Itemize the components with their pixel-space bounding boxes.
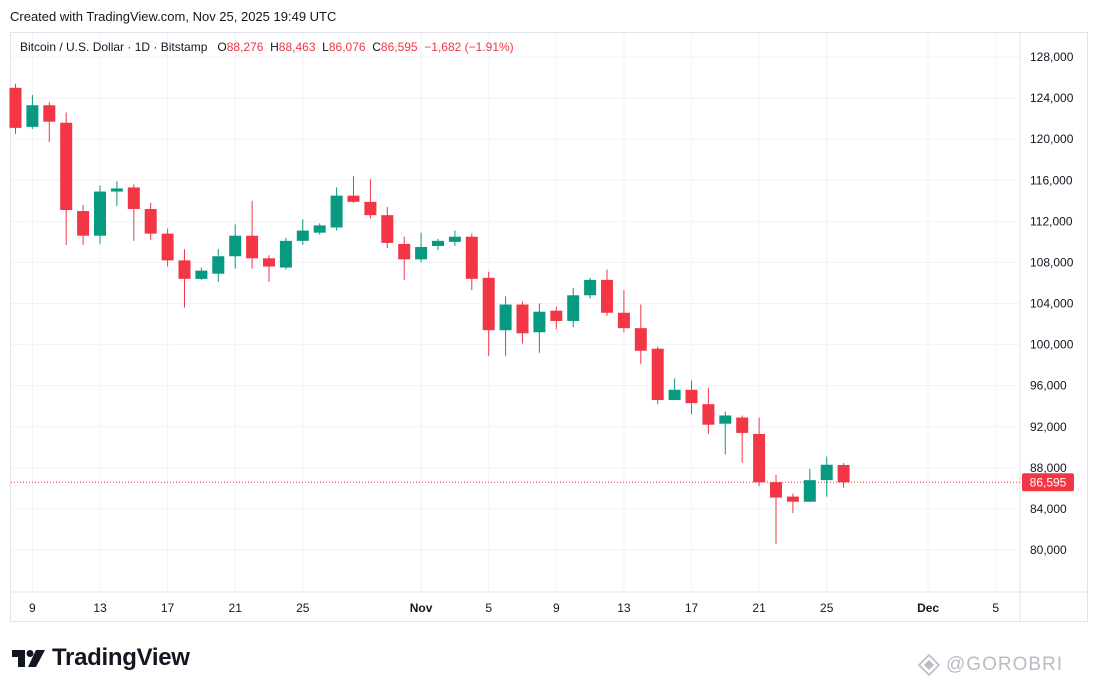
symbol-title[interactable]: Bitcoin / U.S. Dollar · 1D · Bitstamp: [20, 40, 208, 54]
candle-body: [837, 464, 850, 483]
candle-body: [212, 256, 225, 274]
y-tick-label: 104,000: [1030, 297, 1074, 311]
y-tick-label: 124,000: [1030, 91, 1074, 105]
tradingview-logo-icon: [12, 650, 45, 667]
y-tick-label: 116,000: [1030, 173, 1073, 187]
candle-body: [668, 389, 681, 401]
x-tick-label: 21: [229, 601, 243, 615]
diamond-logo-icon: [918, 654, 940, 676]
y-tick-label: 88,000: [1030, 461, 1067, 475]
candle-body: [246, 235, 259, 259]
last-price-tag: [1022, 473, 1074, 492]
candle-body: [567, 295, 580, 321]
candle-body: [803, 480, 816, 502]
open-value: 88,276: [226, 40, 264, 54]
candle-body: [584, 279, 597, 296]
candle-body: [330, 195, 343, 228]
brand-name: TradingView: [52, 644, 190, 671]
y-tick-label: 120,000: [1030, 132, 1074, 146]
x-tick-label: 13: [617, 601, 631, 615]
high-value: 88,463: [278, 40, 316, 54]
candle-body: [94, 191, 106, 236]
x-tick-label: Dec: [917, 601, 939, 615]
y-tick-label: 96,000: [1030, 379, 1067, 393]
y-tick-label: 92,000: [1030, 420, 1067, 434]
candle-body: [9, 87, 22, 128]
candle-body: [601, 279, 613, 313]
chart-legend: Bitcoin / U.S. Dollar · 1D · Bitstamp O8…: [20, 40, 514, 54]
x-tick-label: 21: [752, 601, 766, 615]
candle-body: [786, 496, 799, 502]
chart-frame: [10, 32, 1088, 622]
candle-body: [617, 312, 630, 329]
x-tick-label: 5: [992, 601, 999, 615]
candle-body: [702, 404, 715, 425]
y-tick-label: 108,000: [1030, 255, 1074, 269]
candle-body: [381, 215, 394, 243]
candle-body: [820, 464, 833, 481]
candle-body: [313, 225, 326, 233]
candle-body: [26, 105, 39, 127]
candle-body: [415, 247, 428, 260]
x-tick-label: 5: [485, 601, 492, 615]
candle-body: [634, 328, 647, 351]
candle-body: [448, 236, 461, 242]
x-tick-label: 25: [820, 601, 834, 615]
candle-body: [43, 105, 56, 122]
x-tick-label: 17: [685, 601, 699, 615]
candle-body: [195, 270, 208, 279]
candle-body: [144, 209, 157, 234]
candle-body: [347, 195, 360, 202]
candle-body: [499, 304, 512, 331]
low-label: L: [322, 40, 329, 54]
y-tick-label: 100,000: [1030, 338, 1074, 352]
tradingview-brand[interactable]: TradingView: [12, 644, 190, 672]
x-tick-label: 9: [553, 601, 560, 615]
candle-body: [516, 304, 529, 334]
candle-body: [229, 235, 242, 257]
created-caption: Created with TradingView.com, Nov 25, 20…: [10, 9, 337, 24]
candle-body: [263, 258, 275, 267]
watermark: @GOROBRI: [918, 654, 1063, 676]
candle-body: [465, 236, 478, 279]
candle-body: [533, 311, 546, 333]
y-tick-label: 128,000: [1030, 50, 1074, 64]
candle-body: [550, 310, 563, 321]
last-price-tag-text: 86,595: [1030, 475, 1067, 489]
x-tick-label: 25: [296, 601, 310, 615]
x-tick-label: Nov: [410, 601, 433, 615]
candle-body: [651, 348, 664, 401]
candle-body: [482, 277, 495, 331]
close-value: 86,595: [380, 40, 418, 54]
candle-body: [296, 230, 309, 241]
high-label: H: [270, 40, 279, 54]
candle-body: [719, 415, 732, 424]
candle-body: [685, 389, 698, 404]
x-tick-label: 17: [161, 601, 175, 615]
x-tick-label: 13: [93, 601, 107, 615]
candle-body: [736, 417, 749, 433]
candle-body: [178, 260, 191, 279]
watermark-text: @GOROBRI: [946, 654, 1064, 675]
candle-body: [770, 482, 782, 498]
candle-body: [127, 187, 140, 210]
candle-body: [60, 122, 73, 211]
candle-body: [77, 211, 90, 236]
close-label: C: [372, 40, 381, 54]
y-tick-label: 80,000: [1030, 543, 1067, 557]
candle-body: [161, 233, 174, 261]
y-tick-label: 84,000: [1030, 502, 1067, 516]
x-tick-label: 9: [29, 601, 36, 615]
change-value: −1,682 (−1.91%): [424, 40, 514, 54]
candle-body: [279, 240, 292, 268]
open-label: O: [217, 40, 227, 54]
candle-body: [753, 433, 766, 483]
candle-body: [398, 243, 411, 260]
candle-body: [364, 201, 377, 216]
low-value: 86,076: [328, 40, 366, 54]
candle-body: [432, 240, 444, 246]
y-tick-label: 112,000: [1030, 214, 1073, 228]
candle-body: [110, 188, 123, 192]
